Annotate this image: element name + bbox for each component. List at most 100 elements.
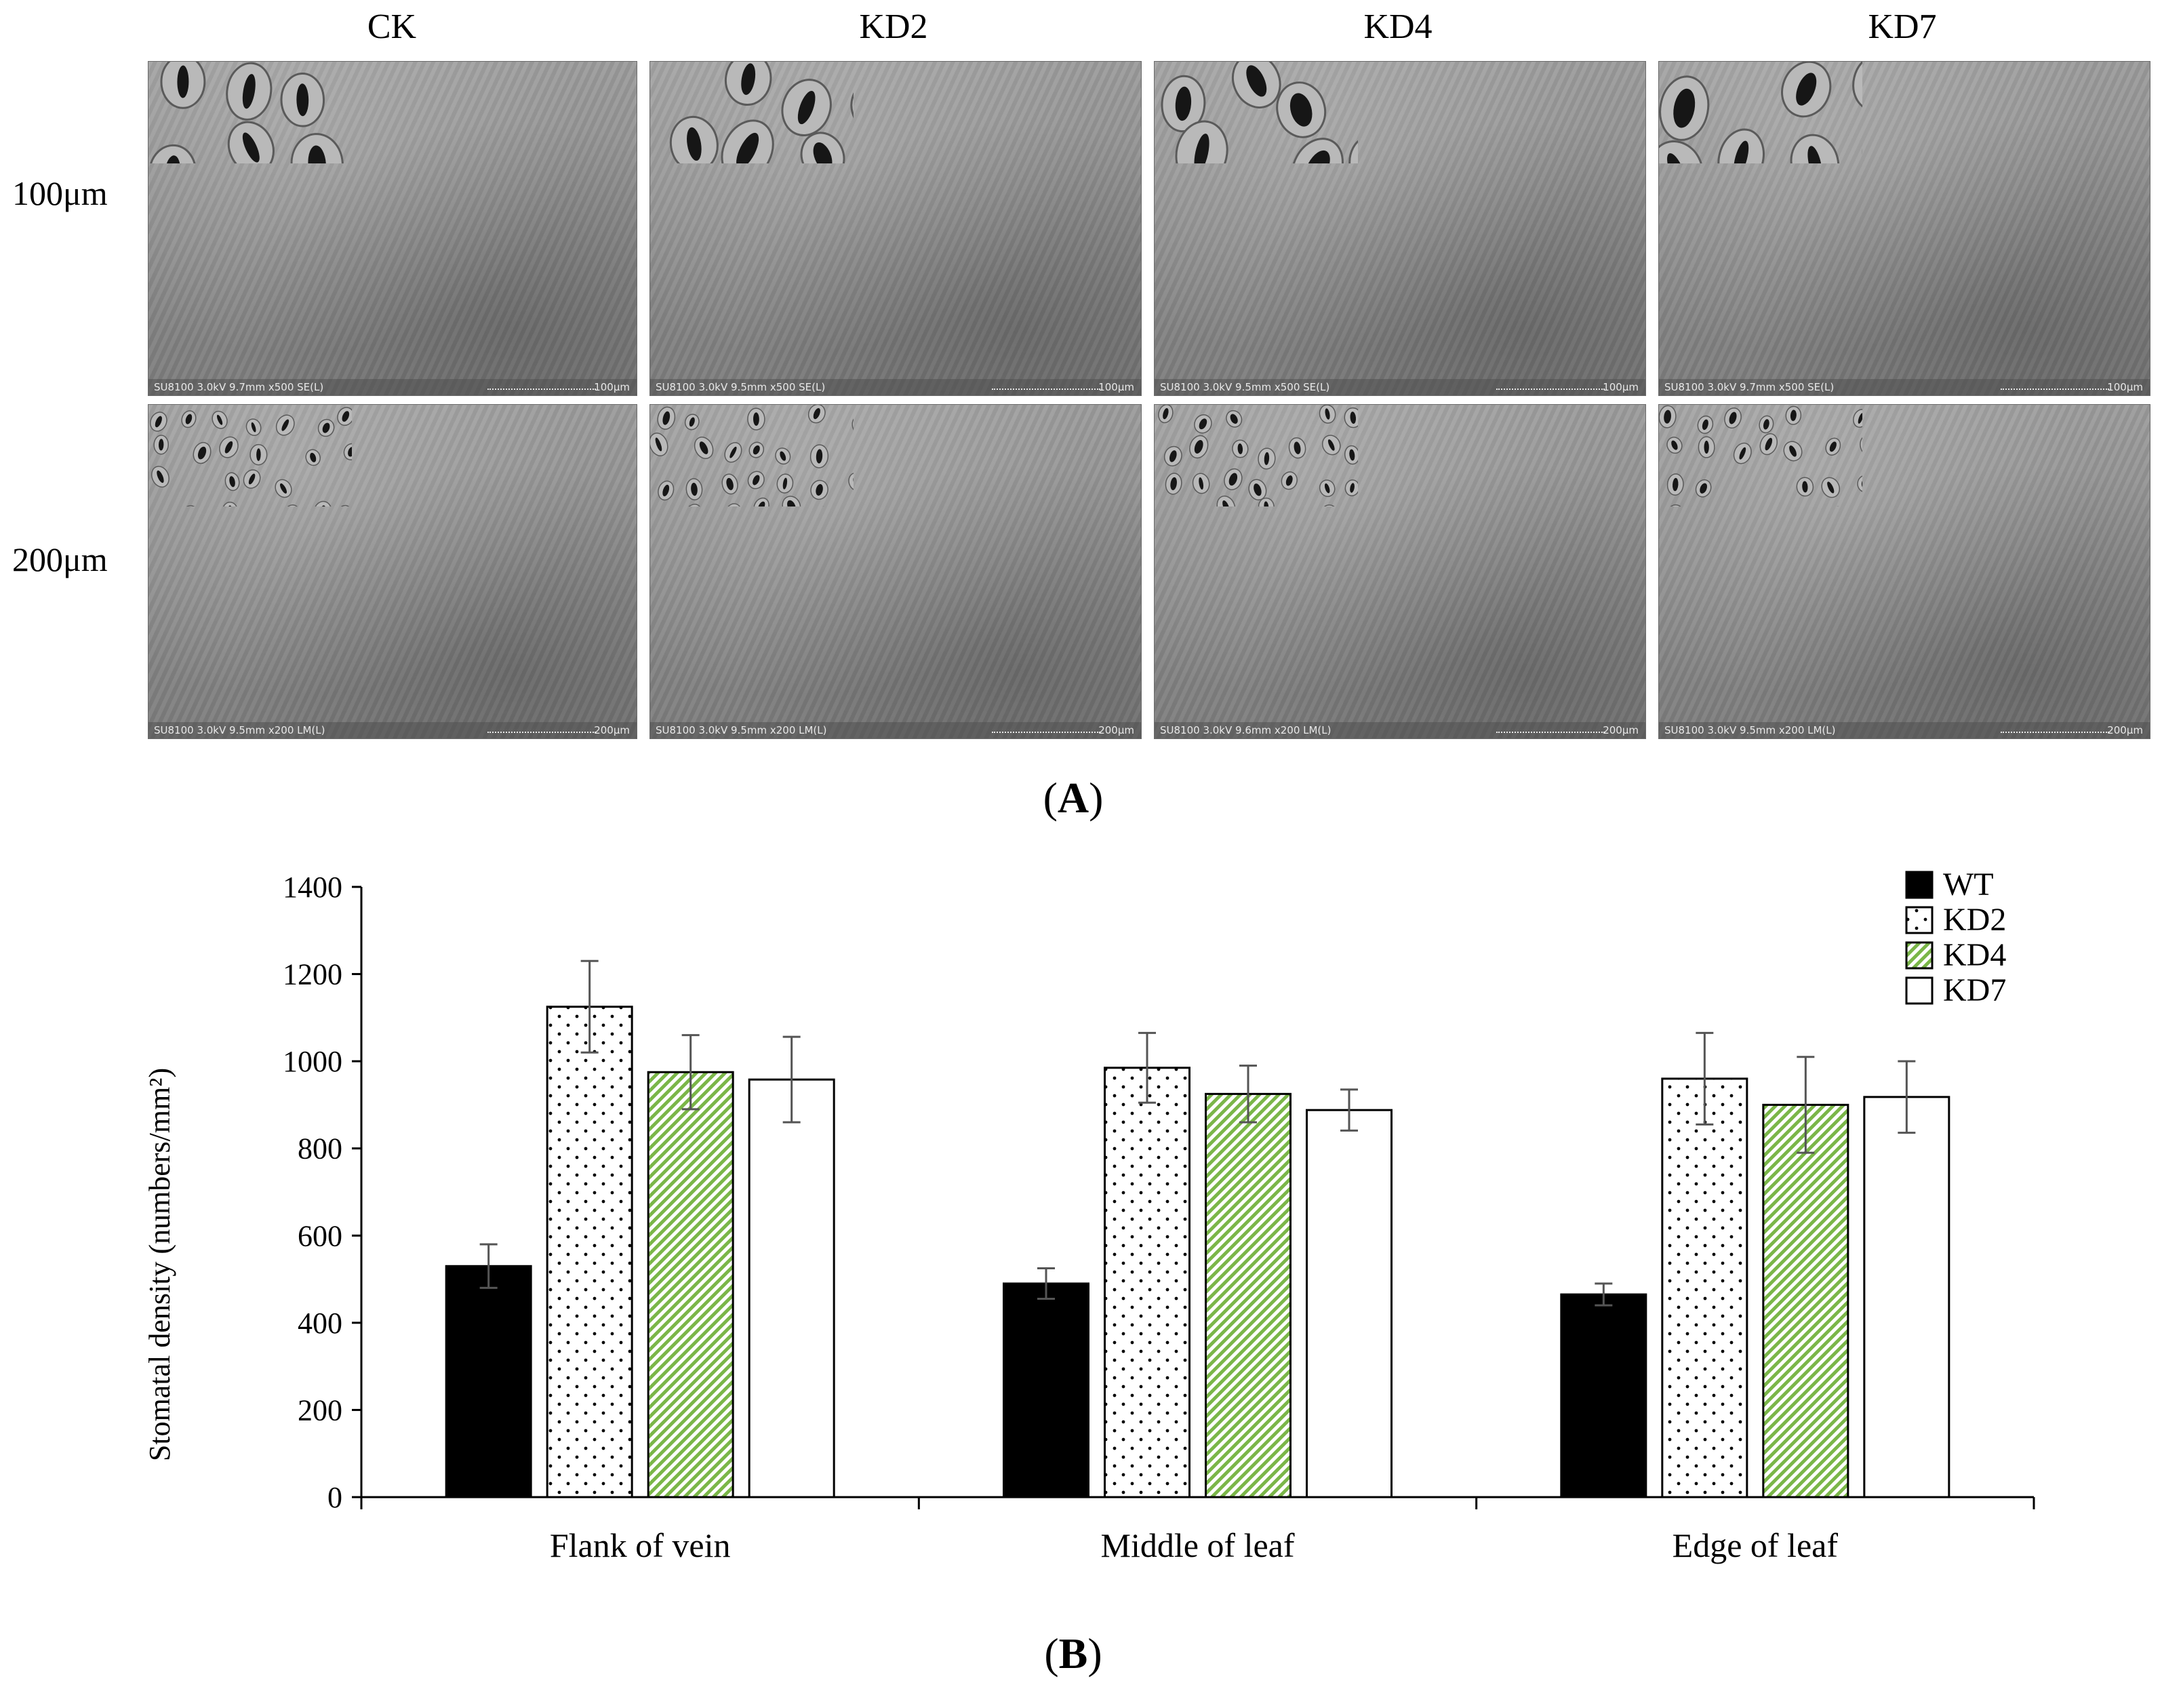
bar-kd4 bbox=[1762, 1103, 1849, 1498]
sem-image-ck-100um: SU8100 3.0kV 9.7mm x500 SE(L) 100μm bbox=[148, 61, 637, 396]
stoma bbox=[1344, 445, 1358, 465]
stoma bbox=[1281, 471, 1298, 490]
x-tick-label: Middle of leaf bbox=[1100, 1526, 1294, 1564]
stoma bbox=[1289, 504, 1310, 507]
column-label-ck: CK bbox=[367, 7, 417, 46]
stoma bbox=[1344, 479, 1358, 496]
stoma bbox=[245, 418, 262, 437]
stoma bbox=[151, 466, 169, 488]
stoma bbox=[814, 506, 832, 507]
y-tick-label: 600 bbox=[298, 1219, 342, 1252]
stoma bbox=[807, 405, 826, 424]
stoma bbox=[290, 133, 344, 163]
stoma bbox=[1248, 479, 1267, 501]
stomata-layer bbox=[1158, 405, 1358, 507]
bar-kd2 bbox=[546, 1006, 633, 1498]
stoma bbox=[1666, 504, 1685, 507]
stoma bbox=[1783, 441, 1803, 462]
stoma bbox=[305, 449, 321, 466]
stoma bbox=[685, 478, 703, 500]
stoma bbox=[1724, 408, 1742, 429]
legend-label-kd7: KD7 bbox=[1943, 972, 2006, 1008]
x-tick-label: Flank of vein bbox=[550, 1526, 731, 1564]
stoma bbox=[150, 412, 167, 432]
stoma bbox=[1161, 75, 1206, 133]
stoma bbox=[1785, 405, 1802, 425]
stoma bbox=[748, 441, 765, 458]
stoma bbox=[1790, 134, 1840, 163]
stoma bbox=[224, 472, 240, 492]
stoma bbox=[1659, 75, 1710, 141]
sem-meta: SU8100 3.0kV 9.5mm x500 SE(L) bbox=[1160, 381, 1330, 393]
stoma bbox=[725, 503, 742, 507]
stoma bbox=[1821, 477, 1841, 498]
sem-meta: SU8100 3.0kV 9.5mm x200 LM(L) bbox=[1664, 724, 1836, 736]
stoma bbox=[222, 501, 239, 507]
stoma bbox=[1319, 479, 1336, 497]
sem-meta: SU8100 3.0kV 9.7mm x500 SE(L) bbox=[1664, 381, 1835, 393]
stoma bbox=[1659, 405, 1677, 429]
y-axis-label: Stomatal density (numbers/mm²) bbox=[143, 1068, 176, 1461]
stoma bbox=[721, 119, 774, 163]
stoma bbox=[1695, 479, 1712, 498]
y-tick-label: 0 bbox=[327, 1481, 342, 1514]
stoma bbox=[280, 72, 325, 127]
legend-label-wt: WT bbox=[1943, 867, 1994, 902]
stoma bbox=[1357, 62, 1358, 135]
bar-kd7 bbox=[1306, 1109, 1393, 1498]
sem-image-kd2-200um: SU8100 3.0kV 9.5mm x200 LM(L) 200μm bbox=[649, 404, 1142, 739]
stoma bbox=[1224, 468, 1243, 490]
stoma bbox=[1759, 433, 1778, 456]
legend-swatch-kd4 bbox=[1905, 941, 1934, 970]
bar-wt bbox=[1560, 1293, 1647, 1498]
stoma bbox=[747, 471, 765, 490]
stoma bbox=[1666, 437, 1683, 454]
y-tick-label: 1200 bbox=[283, 958, 342, 991]
stoma bbox=[657, 406, 676, 430]
bar-wt bbox=[445, 1265, 532, 1498]
stoma bbox=[1829, 506, 1845, 507]
stoma bbox=[1781, 62, 1832, 118]
stoma bbox=[747, 408, 765, 431]
bar-wt bbox=[1003, 1282, 1089, 1498]
stoma bbox=[249, 443, 268, 466]
stomata-layer bbox=[150, 407, 352, 507]
bar-kd2 bbox=[1661, 1077, 1748, 1498]
stoma bbox=[1232, 439, 1249, 458]
stoma bbox=[810, 479, 828, 500]
y-tick-label: 400 bbox=[298, 1307, 342, 1340]
bar-kd7 bbox=[748, 1078, 835, 1498]
stoma bbox=[694, 436, 714, 460]
stoma bbox=[669, 115, 719, 163]
stoma bbox=[338, 504, 352, 507]
stoma bbox=[317, 418, 335, 437]
sem-meta: SU8100 3.0kV 9.6mm x200 LM(L) bbox=[1160, 724, 1332, 736]
stoma bbox=[226, 62, 273, 121]
stoma bbox=[1825, 437, 1841, 456]
stomata-layer bbox=[1161, 62, 1358, 163]
stoma bbox=[1194, 414, 1212, 434]
stoma bbox=[148, 144, 197, 163]
stoma bbox=[1860, 435, 1862, 456]
stoma bbox=[721, 473, 738, 495]
stoma bbox=[724, 62, 772, 106]
sem-scale: 200μm bbox=[1603, 724, 1639, 736]
y-tick-label: 1400 bbox=[283, 871, 342, 904]
stoma bbox=[337, 407, 352, 426]
stoma bbox=[219, 436, 239, 458]
stoma bbox=[683, 503, 702, 507]
sem-meta: SU8100 3.0kV 9.5mm x500 SE(L) bbox=[656, 381, 826, 393]
stoma bbox=[1165, 473, 1182, 495]
stoma bbox=[243, 469, 261, 489]
bar-kd2 bbox=[1104, 1067, 1190, 1498]
stoma bbox=[1288, 437, 1306, 459]
row-label-200um: 200μm bbox=[12, 540, 108, 578]
stoma bbox=[275, 479, 292, 498]
sem-image-kd2-100um: SU8100 3.0kV 9.5mm x500 SE(L) 100μm bbox=[649, 61, 1142, 396]
stoma bbox=[153, 435, 169, 455]
stoma bbox=[1697, 415, 1714, 434]
stoma bbox=[1796, 477, 1814, 497]
sem-scale: 100μm bbox=[1098, 381, 1134, 393]
stoma bbox=[1853, 409, 1862, 428]
panel-label-b: (B) bbox=[1044, 1629, 1102, 1677]
